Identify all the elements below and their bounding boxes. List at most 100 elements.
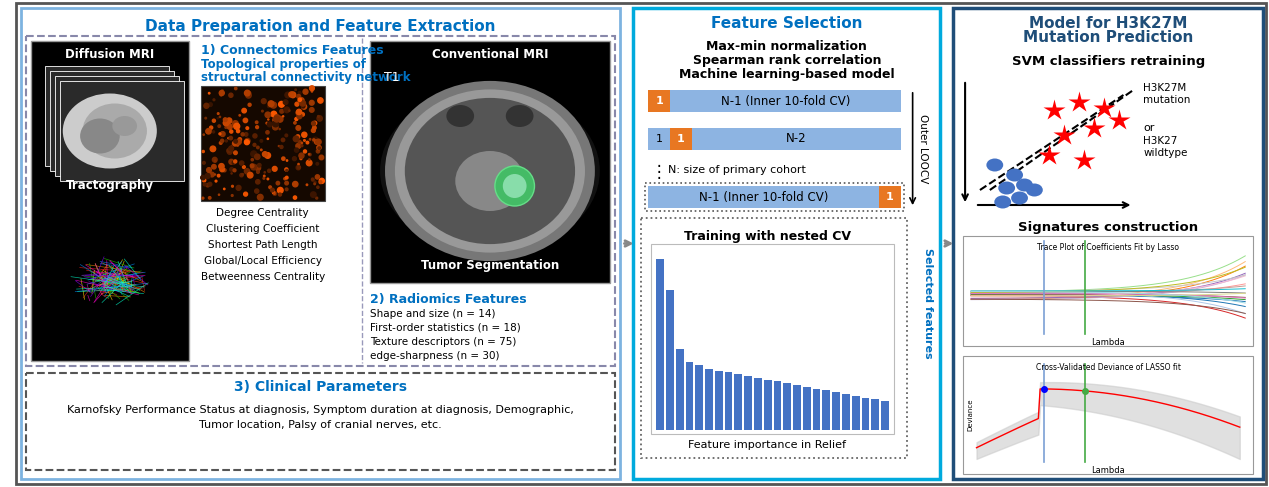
Circle shape — [202, 197, 204, 199]
Circle shape — [316, 139, 321, 145]
Circle shape — [301, 100, 303, 103]
Circle shape — [249, 103, 251, 106]
Circle shape — [268, 138, 269, 139]
Circle shape — [311, 129, 315, 132]
Circle shape — [220, 133, 221, 135]
Circle shape — [268, 101, 274, 107]
Bar — [812, 389, 821, 430]
Circle shape — [228, 146, 233, 151]
Circle shape — [269, 186, 272, 188]
Circle shape — [306, 141, 308, 144]
Circle shape — [212, 157, 217, 162]
Circle shape — [223, 120, 228, 126]
Circle shape — [203, 179, 206, 182]
Circle shape — [236, 139, 241, 145]
Circle shape — [303, 150, 307, 153]
Text: 1) Connectomics Features: 1) Connectomics Features — [201, 44, 383, 57]
Circle shape — [261, 99, 266, 104]
Text: Deviance: Deviance — [967, 399, 973, 431]
Text: Data Preparation and Feature Extraction: Data Preparation and Feature Extraction — [145, 19, 495, 34]
Circle shape — [319, 147, 321, 150]
Ellipse shape — [80, 118, 119, 153]
Text: structural connectivity network: structural connectivity network — [201, 71, 410, 84]
Circle shape — [294, 102, 299, 106]
Circle shape — [315, 175, 320, 179]
Circle shape — [206, 130, 211, 133]
Bar — [56, 76, 179, 176]
Circle shape — [246, 91, 251, 95]
Circle shape — [297, 94, 301, 98]
Circle shape — [209, 172, 214, 177]
Circle shape — [298, 164, 299, 165]
Text: Feature Selection: Feature Selection — [711, 17, 863, 32]
Bar — [735, 374, 742, 430]
Text: Tumor location, Palsy of cranial nerves, etc.: Tumor location, Palsy of cranial nerves,… — [199, 420, 442, 430]
Circle shape — [228, 159, 233, 164]
Circle shape — [296, 135, 299, 139]
Text: Shape and size (n = 14): Shape and size (n = 14) — [371, 309, 496, 319]
Circle shape — [284, 168, 288, 171]
Circle shape — [233, 140, 237, 143]
Circle shape — [287, 160, 288, 161]
Circle shape — [211, 146, 216, 151]
Text: Tumor Segmentation: Tumor Segmentation — [421, 259, 560, 271]
Text: Cross-Validated Deviance of LASSO fit: Cross-Validated Deviance of LASSO fit — [1036, 363, 1180, 372]
Ellipse shape — [1006, 169, 1023, 182]
Text: Lambda: Lambda — [1091, 466, 1126, 475]
Circle shape — [245, 138, 250, 144]
Circle shape — [311, 91, 312, 92]
Bar — [670, 90, 901, 112]
Circle shape — [293, 182, 298, 187]
Circle shape — [255, 165, 260, 170]
Text: Machine learning-based model: Machine learning-based model — [679, 68, 895, 81]
Circle shape — [236, 144, 239, 146]
Circle shape — [274, 115, 279, 120]
Bar — [20, 8, 619, 479]
Circle shape — [233, 123, 240, 130]
Text: 1: 1 — [886, 192, 893, 202]
Bar — [851, 396, 859, 430]
Circle shape — [206, 173, 211, 179]
Circle shape — [316, 150, 320, 153]
Ellipse shape — [379, 89, 600, 254]
Circle shape — [286, 188, 288, 191]
Bar — [803, 387, 811, 430]
Ellipse shape — [405, 98, 575, 244]
Bar — [754, 378, 761, 430]
Circle shape — [255, 180, 260, 184]
Circle shape — [284, 181, 288, 185]
Text: 1: 1 — [656, 134, 662, 144]
Circle shape — [209, 126, 213, 129]
Bar — [201, 86, 325, 201]
Circle shape — [250, 164, 254, 168]
Ellipse shape — [506, 105, 533, 127]
Bar — [774, 381, 782, 430]
Circle shape — [221, 139, 223, 142]
Circle shape — [311, 192, 316, 197]
Circle shape — [320, 155, 324, 160]
Circle shape — [231, 186, 233, 187]
Circle shape — [270, 102, 277, 108]
Bar — [706, 369, 713, 430]
Circle shape — [236, 186, 241, 190]
Circle shape — [310, 138, 311, 140]
Circle shape — [217, 113, 220, 114]
Text: Training with nested CV: Training with nested CV — [684, 230, 850, 243]
Text: Lambda: Lambda — [1091, 338, 1126, 347]
Circle shape — [236, 130, 240, 132]
Circle shape — [261, 111, 263, 112]
Bar — [872, 399, 879, 430]
Circle shape — [246, 93, 251, 98]
Circle shape — [293, 196, 297, 199]
Bar — [61, 81, 184, 181]
Circle shape — [266, 178, 269, 180]
Bar — [692, 128, 901, 150]
Ellipse shape — [1016, 179, 1033, 191]
Circle shape — [317, 146, 321, 150]
Ellipse shape — [986, 158, 1004, 171]
Circle shape — [247, 172, 253, 178]
Circle shape — [292, 157, 297, 161]
Circle shape — [255, 121, 258, 124]
Text: Shortest Path Length: Shortest Path Length — [208, 240, 317, 250]
Bar — [666, 290, 674, 430]
